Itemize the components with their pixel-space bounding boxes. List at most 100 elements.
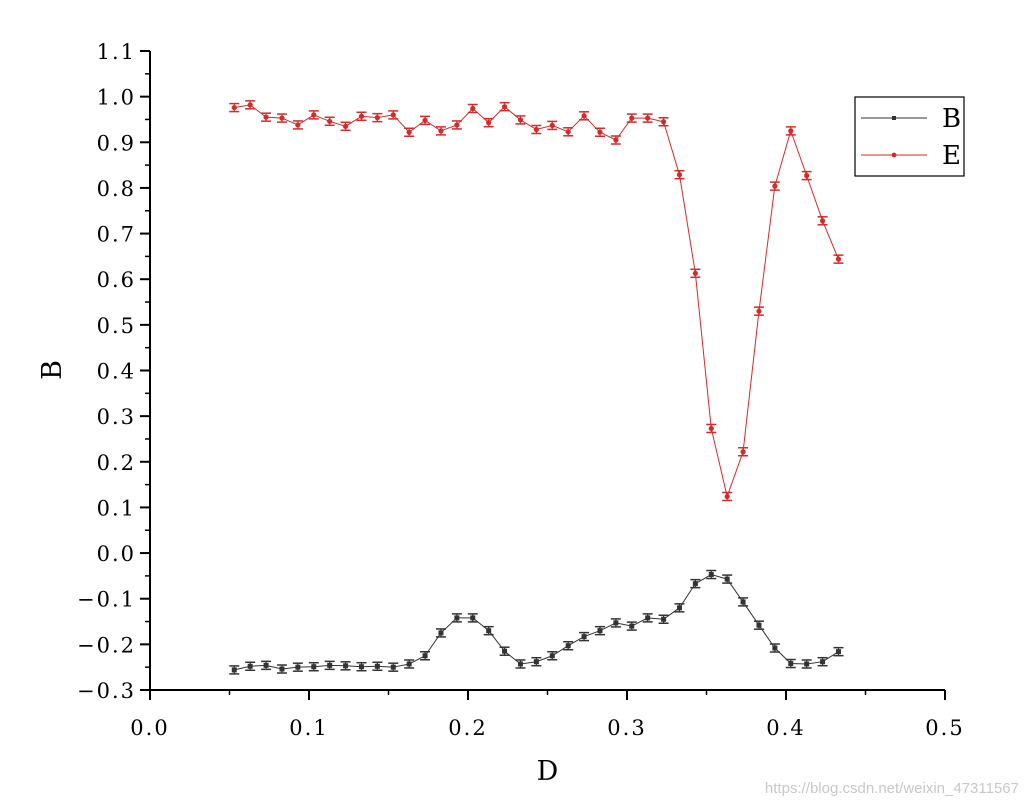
data-point xyxy=(772,645,778,651)
data-point xyxy=(438,630,444,636)
series-B xyxy=(229,569,844,675)
data-point xyxy=(470,615,476,621)
data-point xyxy=(772,183,778,189)
data-point xyxy=(581,634,587,640)
data-point xyxy=(311,112,317,118)
y-tick-label: −0.1 xyxy=(77,588,136,612)
data-point xyxy=(660,119,667,125)
data-point xyxy=(231,667,237,673)
data-point xyxy=(343,663,349,669)
data-point xyxy=(263,114,269,120)
data-point xyxy=(756,622,762,628)
data-point xyxy=(708,425,714,432)
data-point xyxy=(390,664,396,670)
data-point xyxy=(804,173,810,179)
data-point xyxy=(645,115,651,121)
data-point xyxy=(533,126,539,133)
x-tick-label: 0.3 xyxy=(607,716,646,740)
watermark: https://blog.csdn.net/weixin_47311567 xyxy=(764,780,1019,797)
data-point xyxy=(788,128,794,134)
legend-marker xyxy=(891,152,897,158)
data-point xyxy=(231,104,237,111)
data-point xyxy=(486,628,492,634)
data-point xyxy=(676,605,682,611)
x-tick-label: 0.2 xyxy=(448,716,487,740)
data-point xyxy=(740,449,746,455)
data-point xyxy=(517,117,524,123)
data-point xyxy=(342,123,349,129)
legend: BE xyxy=(854,96,965,177)
data-point xyxy=(835,649,841,655)
data-point xyxy=(565,129,571,135)
series-layer xyxy=(229,100,844,675)
data-point xyxy=(835,256,842,262)
data-point xyxy=(517,661,523,667)
data-point xyxy=(597,129,603,135)
y-tick-label: −0.3 xyxy=(77,679,136,703)
data-point xyxy=(374,115,380,121)
data-point xyxy=(724,493,730,500)
data-point xyxy=(279,115,285,121)
data-point xyxy=(311,664,317,670)
y-tick-label: 0.3 xyxy=(97,405,136,429)
data-point xyxy=(597,628,603,634)
data-point xyxy=(820,659,826,665)
x-axis-title: D xyxy=(537,756,559,787)
y-tick-label: 0.5 xyxy=(97,314,136,338)
x-tick-label: 0.5 xyxy=(925,716,964,740)
data-point xyxy=(374,663,380,669)
axes xyxy=(149,51,945,691)
data-point xyxy=(358,113,365,119)
legend-label: E xyxy=(942,141,961,171)
y-tick-label: 0.6 xyxy=(97,268,136,292)
data-point xyxy=(676,172,683,178)
data-point xyxy=(692,581,698,587)
y-tick-label: 0.8 xyxy=(97,177,136,201)
y-axis-ticks: −0.3 −0.2 −0.1 0.0 0.1 0.2 0.3 0.4 0.5 0.6 0.7 0.8 0… xyxy=(77,40,150,703)
y-tick-label: 1.1 xyxy=(97,40,136,64)
data-point xyxy=(279,666,285,672)
x-axis-ticks: 0.0 0.1 0.2 0.3 0.4 0.5 xyxy=(130,690,964,740)
data-point xyxy=(740,599,746,605)
data-point xyxy=(438,128,444,134)
data-point xyxy=(486,120,492,126)
data-point xyxy=(470,105,476,112)
data-point xyxy=(406,661,412,667)
series-line xyxy=(234,104,839,499)
data-point xyxy=(247,663,253,669)
x-tick-label: 0.1 xyxy=(289,716,328,740)
data-point xyxy=(581,113,587,119)
y-tick-label: −0.2 xyxy=(77,633,136,657)
y-tick-label: 0.7 xyxy=(97,223,136,247)
data-point xyxy=(661,616,667,622)
data-point xyxy=(629,115,635,121)
data-point xyxy=(629,623,635,629)
data-point xyxy=(247,102,253,108)
data-point xyxy=(390,112,396,118)
data-point xyxy=(295,122,301,128)
data-point xyxy=(613,620,619,626)
data-point xyxy=(533,659,539,665)
data-point xyxy=(549,122,555,128)
data-point xyxy=(454,615,460,621)
data-point xyxy=(549,653,555,659)
data-point xyxy=(724,576,730,582)
data-point xyxy=(819,218,826,224)
y-tick-label: 0.4 xyxy=(97,360,136,384)
y-axis-title: B xyxy=(37,360,68,380)
data-point xyxy=(263,662,269,668)
data-point xyxy=(502,648,508,654)
data-point xyxy=(327,118,333,124)
y-tick-label: 1.0 xyxy=(97,86,136,110)
data-point xyxy=(454,122,460,128)
y-tick-label: 0.9 xyxy=(97,131,136,155)
data-point xyxy=(358,664,364,670)
data-point xyxy=(804,661,810,667)
y-tick-label: 0.1 xyxy=(97,496,136,520)
y-tick-label: 0.2 xyxy=(97,451,136,475)
data-point xyxy=(788,661,794,667)
series-line xyxy=(234,573,839,671)
data-point xyxy=(422,117,428,123)
data-point xyxy=(708,572,714,578)
data-point xyxy=(613,137,619,143)
